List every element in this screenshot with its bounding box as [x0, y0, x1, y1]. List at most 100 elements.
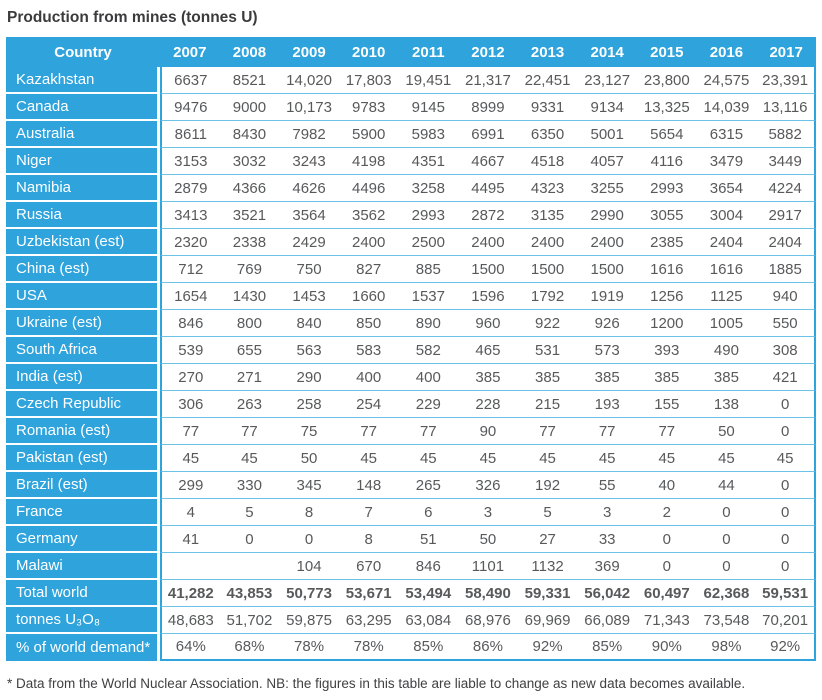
- data-cell: 885: [398, 256, 459, 283]
- data-cell: 10,173: [279, 94, 339, 121]
- table-row: Romania (est) 77 77 75 77 77 90 77 77 77 50 0: [6, 418, 816, 445]
- data-cell: 3032: [219, 148, 280, 175]
- data-cell: 228: [458, 391, 518, 418]
- data-cell: 148: [338, 472, 399, 499]
- data-cell: 2: [637, 499, 697, 526]
- data-cell: 385: [577, 364, 637, 391]
- data-cell: 1885: [756, 256, 816, 283]
- data-cell: 45: [696, 445, 757, 472]
- data-cell: 45: [756, 445, 816, 472]
- data-cell: 7982: [279, 121, 339, 148]
- data-cell: 2400: [517, 229, 578, 256]
- data-cell: 550: [756, 310, 816, 337]
- data-cell: 4198: [338, 148, 399, 175]
- data-cell: 77: [219, 418, 280, 445]
- data-cell: 56,042: [577, 580, 637, 607]
- column-header-year: 2014: [577, 37, 637, 67]
- column-header-year: 2016: [696, 37, 757, 67]
- data-cell: 1660: [338, 283, 399, 310]
- data-cell: 40: [637, 472, 697, 499]
- data-cell: 2917: [756, 202, 816, 229]
- data-cell: 2404: [756, 229, 816, 256]
- data-cell: 2879: [160, 175, 220, 202]
- data-cell: 1430: [219, 283, 280, 310]
- data-cell: 3479: [696, 148, 757, 175]
- data-cell: 330: [219, 472, 280, 499]
- data-cell: 45: [458, 445, 518, 472]
- data-cell: 254: [338, 391, 399, 418]
- data-cell: 1616: [637, 256, 697, 283]
- data-cell: 41,282: [160, 580, 220, 607]
- data-cell: 192: [517, 472, 578, 499]
- data-cell: 77: [637, 418, 697, 445]
- data-cell: 5654: [637, 121, 697, 148]
- data-cell: 45: [219, 445, 280, 472]
- data-cell: 155: [637, 391, 697, 418]
- data-cell: 2993: [398, 202, 459, 229]
- data-cell: 63,295: [338, 607, 399, 634]
- data-cell: 50,773: [279, 580, 339, 607]
- data-cell: 531: [517, 337, 578, 364]
- data-cell: 53,671: [338, 580, 399, 607]
- data-cell: 229: [398, 391, 459, 418]
- data-cell: 9476: [160, 94, 220, 121]
- data-cell: 45: [160, 445, 220, 472]
- data-cell: 2400: [577, 229, 637, 256]
- data-cell: 77: [577, 418, 637, 445]
- table-row: Pakistan (est) 45 45 50 45 45 45 45 45 45 45 45: [6, 445, 816, 472]
- data-cell: 490: [696, 337, 757, 364]
- data-cell: 70,201: [756, 607, 816, 634]
- data-cell: 5882: [756, 121, 816, 148]
- data-cell: 0: [756, 526, 816, 553]
- column-header-year: 2011: [398, 37, 459, 67]
- table-row: India (est) 270 271 290 400 400 385 385 385 385 38…: [6, 364, 816, 391]
- data-cell: 71,343: [637, 607, 697, 634]
- data-cell: 78%: [279, 634, 339, 661]
- data-cell: 926: [577, 310, 637, 337]
- data-cell: 4116: [637, 148, 697, 175]
- data-cell: 45: [637, 445, 697, 472]
- data-cell: 465: [458, 337, 518, 364]
- row-label: Czech Republic: [6, 391, 160, 418]
- data-cell: 850: [338, 310, 399, 337]
- data-cell: 23,800: [637, 67, 697, 94]
- data-cell: 45: [398, 445, 459, 472]
- data-cell: 5900: [338, 121, 399, 148]
- data-cell: 3521: [219, 202, 280, 229]
- data-cell: 60,497: [637, 580, 697, 607]
- row-label: Total world: [6, 580, 160, 607]
- data-cell: 9331: [517, 94, 578, 121]
- data-cell: 24,575: [696, 67, 757, 94]
- data-cell: 385: [637, 364, 697, 391]
- data-cell: 0: [696, 499, 757, 526]
- data-cell: 193: [577, 391, 637, 418]
- footnote: * Data from the World Nuclear Associatio…: [7, 676, 746, 691]
- data-cell: 308: [756, 337, 816, 364]
- data-cell: 77: [160, 418, 220, 445]
- row-label: South Africa: [6, 337, 160, 364]
- data-cell: 582: [398, 337, 459, 364]
- column-header-year: 2015: [637, 37, 697, 67]
- data-cell: 2400: [338, 229, 399, 256]
- data-cell: 5: [517, 499, 578, 526]
- data-cell: 265: [398, 472, 459, 499]
- data-cell: 2990: [577, 202, 637, 229]
- data-cell: 0: [756, 553, 816, 580]
- data-cell: 1132: [517, 553, 578, 580]
- data-cell: 1500: [577, 256, 637, 283]
- data-cell: 9145: [398, 94, 459, 121]
- data-cell: 9000: [219, 94, 280, 121]
- row-label: Uzbekistan (est): [6, 229, 160, 256]
- data-cell: 3654: [696, 175, 757, 202]
- data-cell: 1537: [398, 283, 459, 310]
- data-cell: 1500: [517, 256, 578, 283]
- data-cell: 1200: [637, 310, 697, 337]
- data-cell: 840: [279, 310, 339, 337]
- data-cell: 0: [756, 418, 816, 445]
- column-header-year: 2012: [458, 37, 518, 67]
- data-cell: 3004: [696, 202, 757, 229]
- data-cell: 4366: [219, 175, 280, 202]
- data-cell: 6350: [517, 121, 578, 148]
- data-cell: 1596: [458, 283, 518, 310]
- data-cell: 41: [160, 526, 220, 553]
